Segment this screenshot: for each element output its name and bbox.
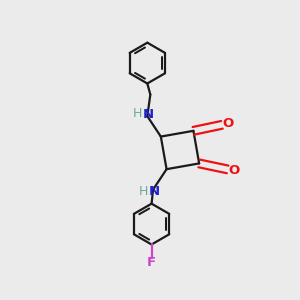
Text: H: H <box>139 185 148 199</box>
Text: O: O <box>222 117 233 130</box>
Text: H: H <box>133 107 142 120</box>
Text: O: O <box>228 164 239 177</box>
Text: N: N <box>143 108 154 121</box>
Text: F: F <box>147 256 156 269</box>
Text: N: N <box>149 185 160 198</box>
